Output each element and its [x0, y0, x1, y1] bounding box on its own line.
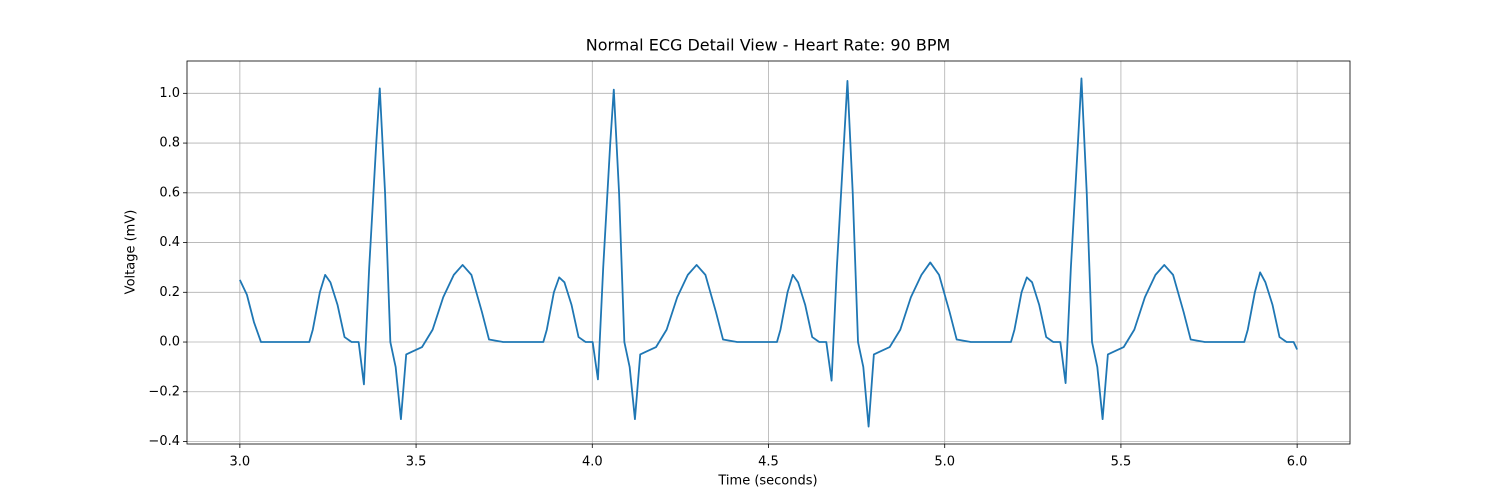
- x-axis-label: Time (seconds): [717, 474, 817, 489]
- y-tick-label: −0.2: [148, 384, 180, 399]
- x-tick-label: 5.5: [1111, 455, 1132, 470]
- y-tick-label: 0.8: [159, 136, 180, 151]
- x-tick-label: 5.0: [934, 455, 955, 470]
- plot-frame: [186, 60, 1351, 445]
- y-tick-label: 0.6: [159, 185, 180, 200]
- ecg-line: [239, 77, 1298, 428]
- y-tick-label: 0.2: [159, 285, 180, 300]
- x-tick-label: 3.5: [406, 455, 427, 470]
- y-tick-label: 1.0: [159, 86, 180, 101]
- x-tick-label: 3.0: [230, 455, 251, 470]
- x-tick-label: 6.0: [1287, 455, 1308, 470]
- y-axis-label: Voltage (mV): [124, 210, 139, 295]
- y-tick-label: 0.4: [159, 235, 180, 250]
- chart-title: Normal ECG Detail View - Heart Rate: 90 …: [586, 36, 951, 55]
- x-tick-label: 4.0: [582, 455, 603, 470]
- y-tick-label: 0.0: [159, 335, 180, 350]
- x-tick-label: 4.5: [758, 455, 779, 470]
- y-tick-label: −0.4: [148, 434, 180, 449]
